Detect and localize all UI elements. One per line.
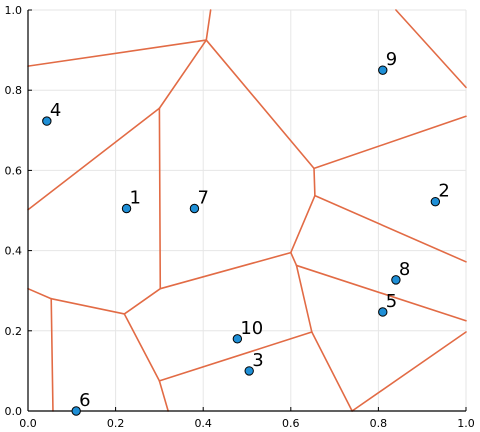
y-tick-label-2: 0.4	[5, 245, 23, 258]
point-label-1: 1	[130, 187, 141, 208]
point-label-2: 2	[438, 181, 449, 202]
point-label-6: 6	[79, 390, 90, 411]
point-label-3: 3	[252, 350, 263, 371]
voronoi-edge-3	[205, 39, 315, 170]
voronoi-edge-17	[123, 287, 162, 315]
point-7	[189, 203, 200, 214]
voronoi-edge-0	[27, 39, 208, 67]
point-2	[430, 196, 441, 207]
voronoi-edge-7	[313, 167, 316, 197]
grid-layer	[27, 9, 467, 412]
voronoi-edge-16	[351, 331, 467, 412]
point-10	[232, 334, 243, 344]
x-tick-label-3: 0.6	[282, 417, 300, 430]
voronoi-edge-9	[289, 194, 316, 254]
x-tick-label-4: 0.8	[370, 417, 388, 430]
voronoi-edge-11	[289, 251, 298, 267]
voronoi-edge-15	[311, 331, 353, 412]
point-label-9: 9	[386, 49, 397, 70]
voronoi-edge-12	[295, 264, 467, 322]
x-tick-label-5: 1.0	[457, 417, 475, 430]
y-tick-label-5: 1.0	[5, 4, 23, 17]
point-9	[378, 65, 388, 75]
axes	[27, 9, 467, 412]
voronoi-edge-23	[395, 9, 467, 89]
voronoi-edge-10	[159, 251, 292, 290]
point-labels: 1 2 3 4 5 6 7 8 9 10	[50, 49, 450, 411]
point-4	[42, 116, 52, 126]
tick-labels: 0.0 0.2 0.4 0.6 0.8 1.0 0.0 0.2 0.4 0.6 0.8 1.0	[5, 4, 475, 430]
point-label-7: 7	[197, 187, 208, 208]
point-8	[391, 275, 401, 285]
x-tick-label-0: 0.0	[19, 417, 37, 430]
voronoi-edge-5	[158, 107, 162, 290]
voronoi-edge-6	[313, 115, 467, 170]
point-label-4: 4	[50, 100, 61, 121]
y-tick-label-3: 0.6	[5, 164, 23, 177]
y-tick-label-4: 0.8	[5, 84, 23, 97]
point-6	[71, 406, 81, 416]
point-1	[121, 203, 132, 214]
point-label-5: 5	[386, 291, 397, 312]
point-label-8: 8	[399, 259, 410, 280]
voronoi-edge-20	[27, 287, 53, 300]
voronoi-edges	[27, 9, 467, 412]
voronoi-edge-14	[158, 331, 313, 382]
voronoi-edge-18	[123, 313, 161, 382]
voronoi-edge-22	[158, 380, 169, 412]
voronoi-edge-2	[158, 39, 208, 110]
voronoi-edge-1	[205, 9, 212, 41]
x-tick-label-1: 0.2	[107, 417, 125, 430]
point-label-10: 10	[240, 318, 263, 339]
voronoi-edge-19	[50, 297, 126, 315]
x-tick-label-2: 0.4	[194, 417, 212, 430]
voronoi-edge-4	[27, 107, 161, 211]
point-5	[378, 307, 388, 317]
y-tick-label-0: 0.0	[5, 405, 23, 418]
voronoi-edge-13	[295, 264, 313, 333]
y-tick-label-1: 0.2	[5, 325, 23, 338]
data-points	[42, 65, 441, 416]
voronoi-edge-8	[314, 194, 467, 263]
voronoi-edge-21	[50, 297, 54, 412]
point-3	[244, 366, 254, 376]
